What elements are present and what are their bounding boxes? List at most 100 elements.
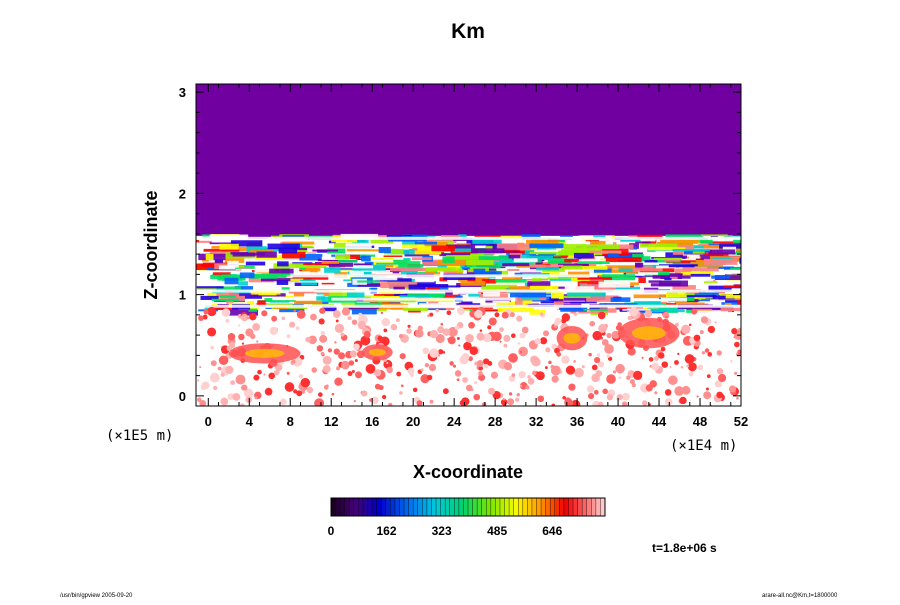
x-tick-label: 48 (693, 414, 707, 429)
field-cell (246, 301, 254, 306)
field-cell (605, 265, 637, 269)
field-cell (248, 306, 258, 312)
field-cell (245, 261, 266, 266)
field-cell (221, 308, 231, 317)
field-cell (224, 257, 245, 263)
field-cell (566, 292, 606, 297)
field-cell (465, 333, 474, 343)
field-cell (296, 390, 303, 397)
field-cell (395, 318, 400, 323)
field-cell (209, 372, 220, 383)
field-cell (197, 287, 218, 291)
y-axis-ticks: 0 1 2 3 (179, 85, 741, 404)
field-cell (238, 333, 245, 341)
field-cell (238, 324, 241, 327)
field-cell (737, 300, 741, 305)
x-tick-label: 16 (365, 414, 379, 429)
field-cell (295, 264, 327, 269)
field-cell (334, 323, 345, 334)
field-cell (216, 292, 240, 298)
field-cell (535, 260, 543, 267)
field-cell (581, 244, 620, 250)
colorbar-segment (422, 498, 428, 516)
field-cell (625, 273, 645, 276)
y-axis-label: Z-coordinate (141, 190, 161, 299)
field-cell (307, 251, 316, 254)
field-cell (474, 381, 478, 385)
field-cell (699, 330, 704, 335)
field-cell (711, 237, 739, 244)
field-cell (502, 276, 521, 280)
field-cell (558, 250, 580, 256)
y-tick-label: 3 (179, 85, 186, 100)
field-cell (252, 323, 260, 331)
field-cell (383, 248, 404, 255)
field-cell (210, 360, 217, 367)
field-cell (458, 344, 461, 347)
field-cell (336, 366, 340, 371)
field-cell (529, 243, 564, 249)
field-cell (442, 351, 446, 354)
field-cell (731, 248, 741, 255)
field-cell (588, 352, 592, 357)
field-cell (321, 260, 340, 264)
field-cell (414, 241, 438, 245)
field-cell (597, 311, 606, 320)
field-cell (660, 346, 666, 352)
field-cell (401, 244, 425, 249)
field-cell (680, 365, 684, 369)
field-cell (326, 384, 329, 388)
field-streak (290, 274, 598, 278)
field-cell (606, 332, 612, 339)
field-cell (503, 362, 513, 371)
field-cell (442, 256, 455, 264)
field-cell (621, 392, 630, 401)
field-cell (286, 371, 290, 375)
colorbar-tick-label: 485 (487, 524, 507, 538)
field-cell (378, 246, 391, 254)
field-cell (496, 243, 531, 250)
field-cell (658, 273, 683, 277)
field-cell (734, 341, 740, 348)
field-cell (598, 281, 631, 288)
field-cell (399, 391, 403, 395)
x-tick-label: 52 (734, 414, 748, 429)
field-cell (291, 272, 325, 274)
field-cell (246, 246, 267, 253)
field-cell (518, 346, 528, 357)
field-cell (240, 313, 249, 322)
colorbar-segment (522, 498, 528, 516)
colorbar-segment (454, 498, 460, 516)
field-cell (320, 330, 325, 336)
field-cell (322, 355, 332, 365)
field-cell (733, 335, 737, 339)
field-cell (530, 285, 559, 290)
field-cell (347, 316, 352, 321)
field-cell (564, 286, 595, 292)
field-cell (243, 388, 254, 399)
field-cell (220, 397, 229, 406)
field-cell (220, 295, 246, 301)
field-cell (519, 266, 543, 273)
field-cell (536, 266, 560, 271)
field-cell (674, 386, 685, 396)
field-cell (422, 347, 429, 354)
field-cell (314, 398, 325, 406)
field-cell (647, 308, 685, 313)
colorbar-segment (509, 498, 514, 516)
field-cell (635, 262, 644, 268)
field-cell (400, 269, 418, 276)
field-cell (568, 383, 576, 391)
colorbar-segment (586, 498, 592, 516)
colorbar-segment (518, 498, 524, 516)
field-cell (414, 279, 435, 283)
field-cell (693, 334, 701, 342)
field-cell (424, 363, 430, 368)
field-cell (224, 277, 239, 285)
field-cell (591, 241, 606, 245)
field-cell (409, 249, 442, 255)
colorbar-tick-label: 162 (376, 524, 396, 538)
field-cell (293, 247, 315, 251)
field-cell (209, 242, 238, 245)
field-cell (573, 241, 590, 245)
